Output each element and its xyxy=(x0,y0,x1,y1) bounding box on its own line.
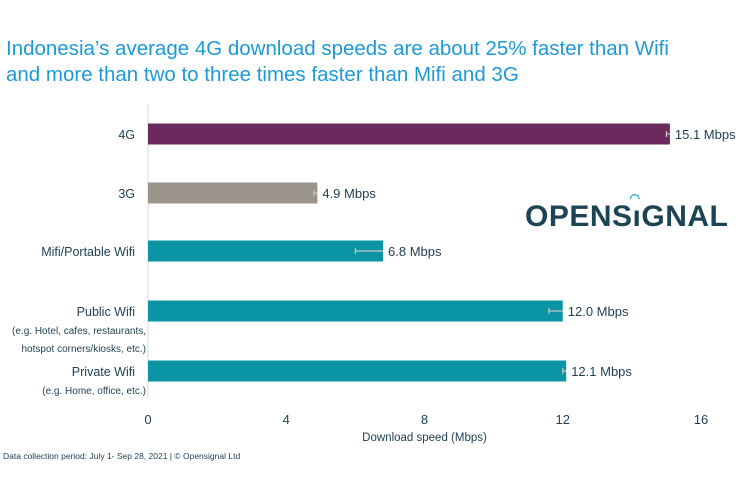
bar-4g xyxy=(148,123,670,145)
x-tick-label: 8 xyxy=(421,412,428,427)
bar-mifi-portable-wifi xyxy=(148,240,384,262)
x-tick-label: 4 xyxy=(283,412,290,427)
opensignal-logo: OPENSı ◠ GNAL xyxy=(525,191,729,233)
x-tick-label: 16 xyxy=(694,412,708,427)
category-label: Mifi/Portable Wifi xyxy=(41,245,135,259)
category-label: Public Wifi xyxy=(77,305,135,319)
x-tick-label: 0 xyxy=(144,412,151,427)
category-sublabel: (e.g. Home, office, etc.) xyxy=(42,386,146,397)
data-label: 4.9 Mbps xyxy=(322,186,376,201)
bar-public-wifi xyxy=(148,300,563,322)
data-label: 12.1 Mbps xyxy=(571,364,632,379)
bar-private-wifi xyxy=(148,360,567,382)
bar-3g xyxy=(148,182,318,204)
category-sublabel: hotspot corners/kiosks, etc.) xyxy=(22,344,147,355)
category-label: Private Wifi xyxy=(72,365,135,379)
x-tick-label: 12 xyxy=(556,412,570,427)
data-label: 6.8 Mbps xyxy=(388,244,442,259)
category-label: 3G xyxy=(118,187,135,201)
category-sublabel: (e.g. Hotel, cafes, restaurants, xyxy=(12,326,146,337)
x-axis-title: Download speed (Mbps) xyxy=(362,432,487,444)
footnote: Data collection period: July 1- Sep 28, … xyxy=(3,451,241,461)
title-line-2: and more than two to three times faster … xyxy=(6,63,519,86)
chart-title: Indonesia’s average 4G download speeds a… xyxy=(6,36,746,88)
data-label: 12.0 Mbps xyxy=(568,304,629,319)
title-line-1: Indonesia’s average 4G download speeds a… xyxy=(6,37,669,60)
data-label: 15.1 Mbps xyxy=(675,127,736,142)
category-label: 4G xyxy=(118,128,135,142)
